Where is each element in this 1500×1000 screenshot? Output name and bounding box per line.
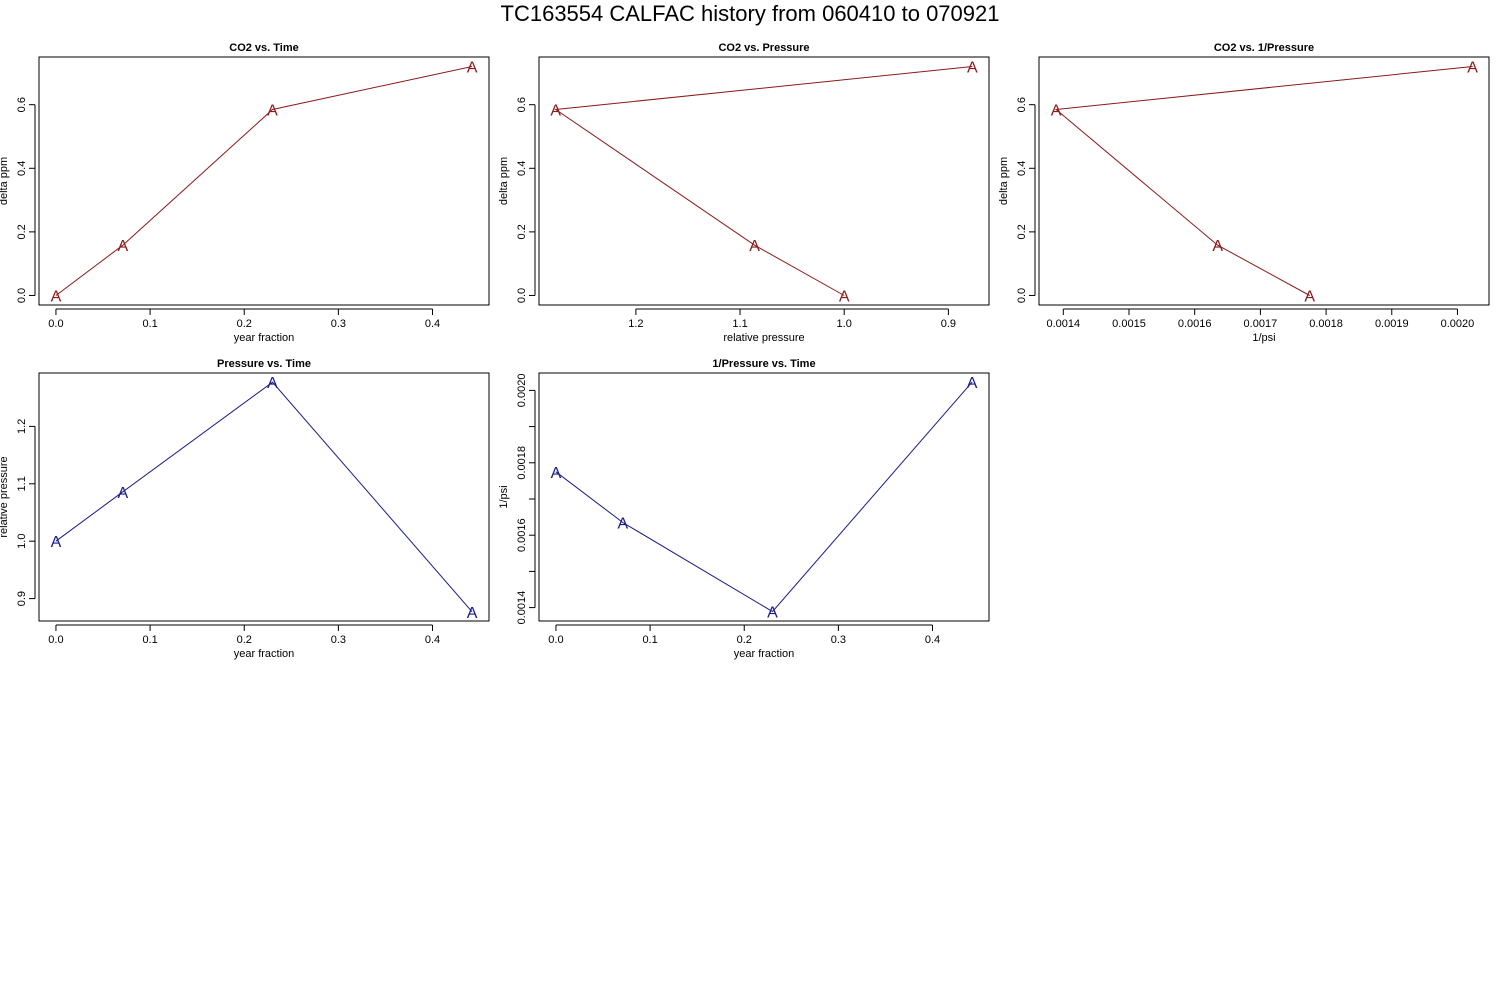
x-axis-label: year fraction — [734, 648, 795, 660]
y-tick-label: 0.6 — [16, 97, 28, 112]
y-tick-label: 0.2 — [1016, 224, 1028, 239]
y-tick-label: 0.4 — [16, 161, 28, 176]
chart-title: 1/Pressure vs. Time — [712, 358, 815, 370]
y-tick-label: 0.2 — [16, 224, 28, 239]
x-tick-label: 0.0020 — [1441, 318, 1475, 330]
series-line — [555, 381, 973, 613]
x-tick-label: 0.0015 — [1112, 318, 1146, 330]
y-tick-label: 0.0 — [1016, 288, 1028, 303]
y-tick-label: 0.0018 — [516, 446, 528, 480]
data-point-marker: A — [51, 534, 62, 551]
plot-frame — [1038, 56, 1490, 306]
x-tick-label: 0.0017 — [1244, 318, 1278, 330]
y-tick-label: 0.0 — [16, 288, 28, 303]
data-point-marker: A — [1304, 288, 1315, 305]
data-point-marker: A — [267, 102, 278, 119]
y-axis-label: delta ppm — [0, 157, 10, 205]
data-point-marker: A — [467, 605, 478, 622]
data-point-marker: A — [550, 102, 561, 119]
y-axis-label: relative pressure — [0, 456, 10, 537]
series-line — [55, 66, 473, 296]
series-line — [1054, 66, 1473, 296]
data-point-marker: A — [967, 375, 978, 392]
chart-panel-5: 1/Pressure vs. Time 0.0 0.1 0.2 0.3 0.4 year f… — [498, 358, 990, 660]
x-tick-label: 1.2 — [628, 318, 643, 330]
data-point-marker: A — [467, 60, 478, 77]
chart-title: CO2 vs. Time — [229, 42, 299, 54]
x-tick-label: 0.0 — [48, 318, 63, 330]
x-tick-label: 0.2 — [737, 634, 752, 646]
x-tick-label: 1.0 — [837, 318, 852, 330]
y-axis-label: 1/psi — [498, 485, 510, 508]
y-tick-label: 1.2 — [16, 419, 28, 434]
x-tick-label: 0.4 — [425, 318, 440, 330]
data-point-marker: A — [267, 375, 278, 392]
chart-title: CO2 vs. 1/Pressure — [1214, 42, 1314, 54]
chart-panel-2: CO2 vs. Pressure 1.2 1.1 1.0 0.9 relative pre… — [498, 42, 990, 344]
data-point-marker: A — [1467, 60, 1478, 77]
y-tick-label: 0.2 — [516, 224, 528, 239]
x-tick-label: 0.4 — [425, 634, 440, 646]
x-tick-label: 0.4 — [925, 634, 940, 646]
chart-panel-1: CO2 vs. Time 0.0 0.1 0.2 0.3 0.4 year fraction… — [0, 42, 490, 344]
data-point-marker: A — [551, 465, 562, 482]
x-axis-label: 1/psi — [1252, 332, 1275, 344]
x-tick-label: 0.2 — [237, 318, 252, 330]
plot-frame — [538, 56, 990, 306]
y-tick-label: 0.9 — [16, 591, 28, 606]
x-tick-label: 0.1 — [642, 634, 657, 646]
page-title: TC163554 CALFAC history from 060410 to 0… — [500, 1, 1000, 26]
series-line — [55, 381, 473, 613]
y-tick-label: 0.0020 — [516, 374, 528, 408]
data-point-marker: A — [967, 60, 978, 77]
x-axis-label: relative pressure — [723, 332, 804, 344]
x-tick-label: 0.3 — [831, 634, 846, 646]
x-tick-label: 0.9 — [941, 318, 956, 330]
x-tick-label: 0.0 — [548, 634, 563, 646]
data-point-marker: A — [749, 238, 760, 255]
y-axis-label: delta ppm — [998, 157, 1010, 205]
data-point-marker: A — [617, 516, 628, 533]
x-tick-label: 0.3 — [331, 318, 346, 330]
x-axis-label: year fraction — [234, 332, 295, 344]
y-tick-label: 0.4 — [516, 161, 528, 176]
data-point-marker: A — [767, 605, 778, 622]
x-tick-label: 0.3 — [331, 634, 346, 646]
data-point-marker: A — [839, 288, 850, 305]
x-axis-label: year fraction — [234, 648, 295, 660]
x-tick-label: 0.0014 — [1046, 318, 1080, 330]
series-line — [554, 66, 973, 296]
y-tick-label: 0.6 — [516, 97, 528, 112]
y-tick-label: 1.1 — [16, 476, 28, 491]
y-tick-label: 0.4 — [1016, 161, 1028, 176]
x-tick-label: 0.2 — [237, 634, 252, 646]
x-tick-label: 0.0016 — [1178, 318, 1212, 330]
chart-title: Pressure vs. Time — [217, 358, 311, 370]
data-point-marker: A — [1212, 238, 1223, 255]
y-tick-label: 0.6 — [1016, 97, 1028, 112]
x-tick-label: 0.1 — [142, 634, 157, 646]
x-tick-label: 0.0019 — [1375, 318, 1409, 330]
y-tick-label: 1.0 — [16, 534, 28, 549]
y-tick-label: 0.0014 — [516, 591, 528, 625]
data-point-marker: A — [117, 485, 128, 502]
x-tick-label: 0.0018 — [1309, 318, 1343, 330]
plot-frame — [38, 56, 490, 306]
x-tick-label: 0.0 — [48, 634, 63, 646]
data-point-marker: A — [117, 238, 128, 255]
y-tick-label: 0.0016 — [516, 518, 528, 552]
data-point-marker: A — [51, 288, 62, 305]
plot-frame — [38, 372, 490, 622]
data-point-marker: A — [1051, 102, 1062, 119]
chart-panel-4: Pressure vs. Time 0.0 0.1 0.2 0.3 0.4 year fra… — [0, 358, 490, 660]
plot-frame — [538, 372, 990, 622]
chart-title: CO2 vs. Pressure — [718, 42, 809, 54]
x-tick-label: 0.1 — [142, 318, 157, 330]
y-tick-label: 0.0 — [516, 288, 528, 303]
x-tick-label: 1.1 — [732, 318, 747, 330]
y-axis-label: delta ppm — [498, 157, 510, 205]
